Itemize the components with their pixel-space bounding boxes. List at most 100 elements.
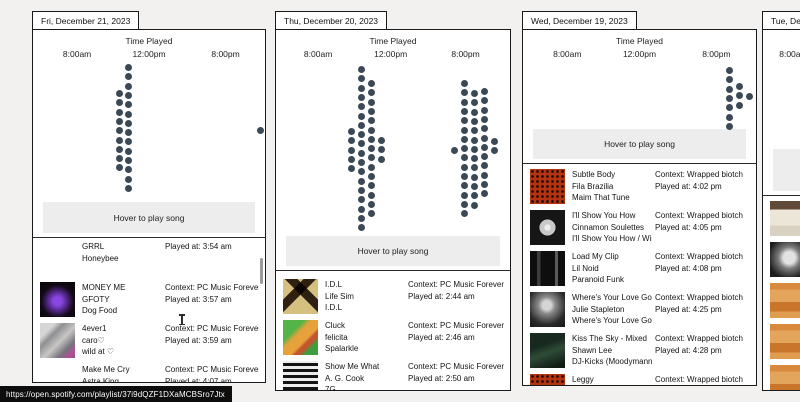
- song-row[interactable]: AVV: [770, 282, 800, 318]
- play-dot[interactable]: [115, 155, 123, 163]
- song-row[interactable]: Kiss The Sky - Mixed Shawn Lee DJ-Kicks (M…: [530, 332, 750, 368]
- play-dot[interactable]: [124, 101, 132, 109]
- play-dot[interactable]: [367, 173, 375, 180]
- play-dot[interactable]: [115, 136, 123, 144]
- song-row[interactable]: Cluck felicita Spalarkle Context: PC Music …: [283, 319, 504, 355]
- play-dot[interactable]: [124, 138, 132, 146]
- play-dot[interactable]: [735, 101, 743, 109]
- play-dot[interactable]: [357, 140, 365, 148]
- play-dot[interactable]: [347, 128, 355, 135]
- play-dot[interactable]: [460, 80, 468, 87]
- song-row[interactable]: MONEY ME GFOTY Dog Food Context: PC Music F…: [40, 281, 259, 317]
- play-dot[interactable]: [725, 122, 733, 130]
- play-dot[interactable]: [357, 214, 365, 222]
- play-dot[interactable]: [460, 154, 468, 162]
- play-dot[interactable]: [480, 190, 488, 198]
- play-dot[interactable]: [115, 99, 123, 107]
- play-dot[interactable]: [115, 117, 123, 125]
- day-tab[interactable]: Fri, December 21, 2023: [32, 11, 140, 29]
- play-dot[interactable]: [460, 210, 468, 218]
- play-dot[interactable]: [377, 146, 385, 154]
- play-dot[interactable]: [357, 84, 365, 92]
- play-dot[interactable]: [115, 164, 123, 172]
- play-dot[interactable]: [115, 127, 123, 135]
- song-row[interactable]: Load My Clip Lil Noid Paranoid Funk Context…: [530, 250, 750, 286]
- play-dot[interactable]: [470, 117, 478, 125]
- play-dot[interactable]: [115, 108, 123, 116]
- play-dot[interactable]: [470, 173, 478, 181]
- play-dot[interactable]: [367, 107, 375, 115]
- play-dot[interactable]: [367, 200, 375, 208]
- play-dot[interactable]: [490, 147, 498, 155]
- play-dot[interactable]: [367, 191, 375, 199]
- day-tab[interactable]: Thu, December 20, 2023: [275, 11, 388, 29]
- song-row[interactable]: CVV: [770, 323, 800, 359]
- song-row[interactable]: GRRL Honeybee Played at: 3:54 am: [40, 240, 259, 276]
- play-dot[interactable]: [480, 115, 488, 123]
- song-row[interactable]: I'll Show You How Cinnamon Soulettes I'll …: [530, 209, 750, 245]
- play-dot[interactable]: [745, 93, 753, 100]
- play-dot[interactable]: [725, 94, 733, 102]
- play-dot[interactable]: [460, 145, 468, 153]
- play-dot[interactable]: [470, 99, 478, 107]
- song-row[interactable]: I.D.L Life Sim I.D.L Context: PC Music Fore…: [283, 278, 504, 314]
- song-row[interactable]: MSR: [770, 241, 800, 277]
- play-dot[interactable]: [124, 73, 132, 81]
- play-dot[interactable]: [480, 97, 488, 105]
- song-row[interactable]: Subtle Body Fila Brazilia Maim That Tune Co…: [530, 168, 750, 204]
- day-tab[interactable]: Tue, Dec: [762, 11, 800, 29]
- play-dot[interactable]: [377, 155, 385, 163]
- play-dot[interactable]: [367, 135, 375, 143]
- play-dot[interactable]: [357, 75, 365, 83]
- play-dot[interactable]: [124, 147, 132, 155]
- play-dot[interactable]: [735, 83, 743, 90]
- play-dot[interactable]: [347, 146, 355, 154]
- play-dot[interactable]: [480, 134, 488, 142]
- play-dot[interactable]: [367, 145, 375, 153]
- play-dot[interactable]: [256, 127, 264, 134]
- play-dot[interactable]: [124, 129, 132, 137]
- play-dot[interactable]: [460, 98, 468, 106]
- play-dot[interactable]: [480, 106, 488, 114]
- play-dot[interactable]: [367, 89, 375, 97]
- play-dot[interactable]: [357, 112, 365, 120]
- play-dot[interactable]: [124, 110, 132, 118]
- play-dot[interactable]: [460, 107, 468, 115]
- scrollbar-thumb[interactable]: [260, 258, 263, 284]
- play-dot[interactable]: [460, 126, 468, 134]
- play-dot[interactable]: [725, 67, 733, 74]
- play-dot[interactable]: [357, 103, 365, 111]
- play-dot[interactable]: [480, 171, 488, 179]
- play-dot[interactable]: [357, 149, 365, 157]
- play-dot[interactable]: [480, 181, 488, 188]
- song-row[interactable]: Show Me What A. G. Cook 7G Context: PC Musi…: [283, 360, 504, 390]
- play-dot[interactable]: [735, 92, 743, 100]
- play-dot[interactable]: [357, 177, 365, 185]
- play-dot[interactable]: [367, 154, 375, 162]
- play-dot[interactable]: [124, 157, 132, 164]
- day-tab[interactable]: Wed, December 19, 2023: [522, 11, 637, 29]
- play-dot[interactable]: [470, 127, 478, 135]
- play-dot[interactable]: [460, 117, 468, 125]
- play-dot[interactable]: [480, 125, 488, 133]
- play-dot[interactable]: [377, 137, 385, 144]
- play-dot[interactable]: [124, 91, 132, 99]
- play-dot[interactable]: [725, 104, 733, 112]
- play-dot[interactable]: [357, 196, 365, 204]
- play-dot[interactable]: [357, 186, 365, 194]
- play-dot[interactable]: [367, 210, 375, 218]
- song-row[interactable]: 4ever1 caro♡ wild at ♡ Context: PC Music Fo…: [40, 322, 259, 358]
- play-dot[interactable]: [470, 155, 478, 163]
- play-dot[interactable]: [124, 119, 132, 127]
- play-dot[interactable]: [347, 165, 355, 173]
- play-dot[interactable]: [357, 168, 365, 176]
- play-dot[interactable]: [460, 173, 468, 180]
- play-dot[interactable]: [460, 200, 468, 208]
- play-dot[interactable]: [470, 201, 478, 209]
- song-row[interactable]: CVV: [770, 364, 800, 390]
- play-dot[interactable]: [124, 64, 132, 71]
- play-dot[interactable]: [357, 121, 365, 129]
- play-dot[interactable]: [725, 113, 733, 121]
- play-dot[interactable]: [357, 131, 365, 139]
